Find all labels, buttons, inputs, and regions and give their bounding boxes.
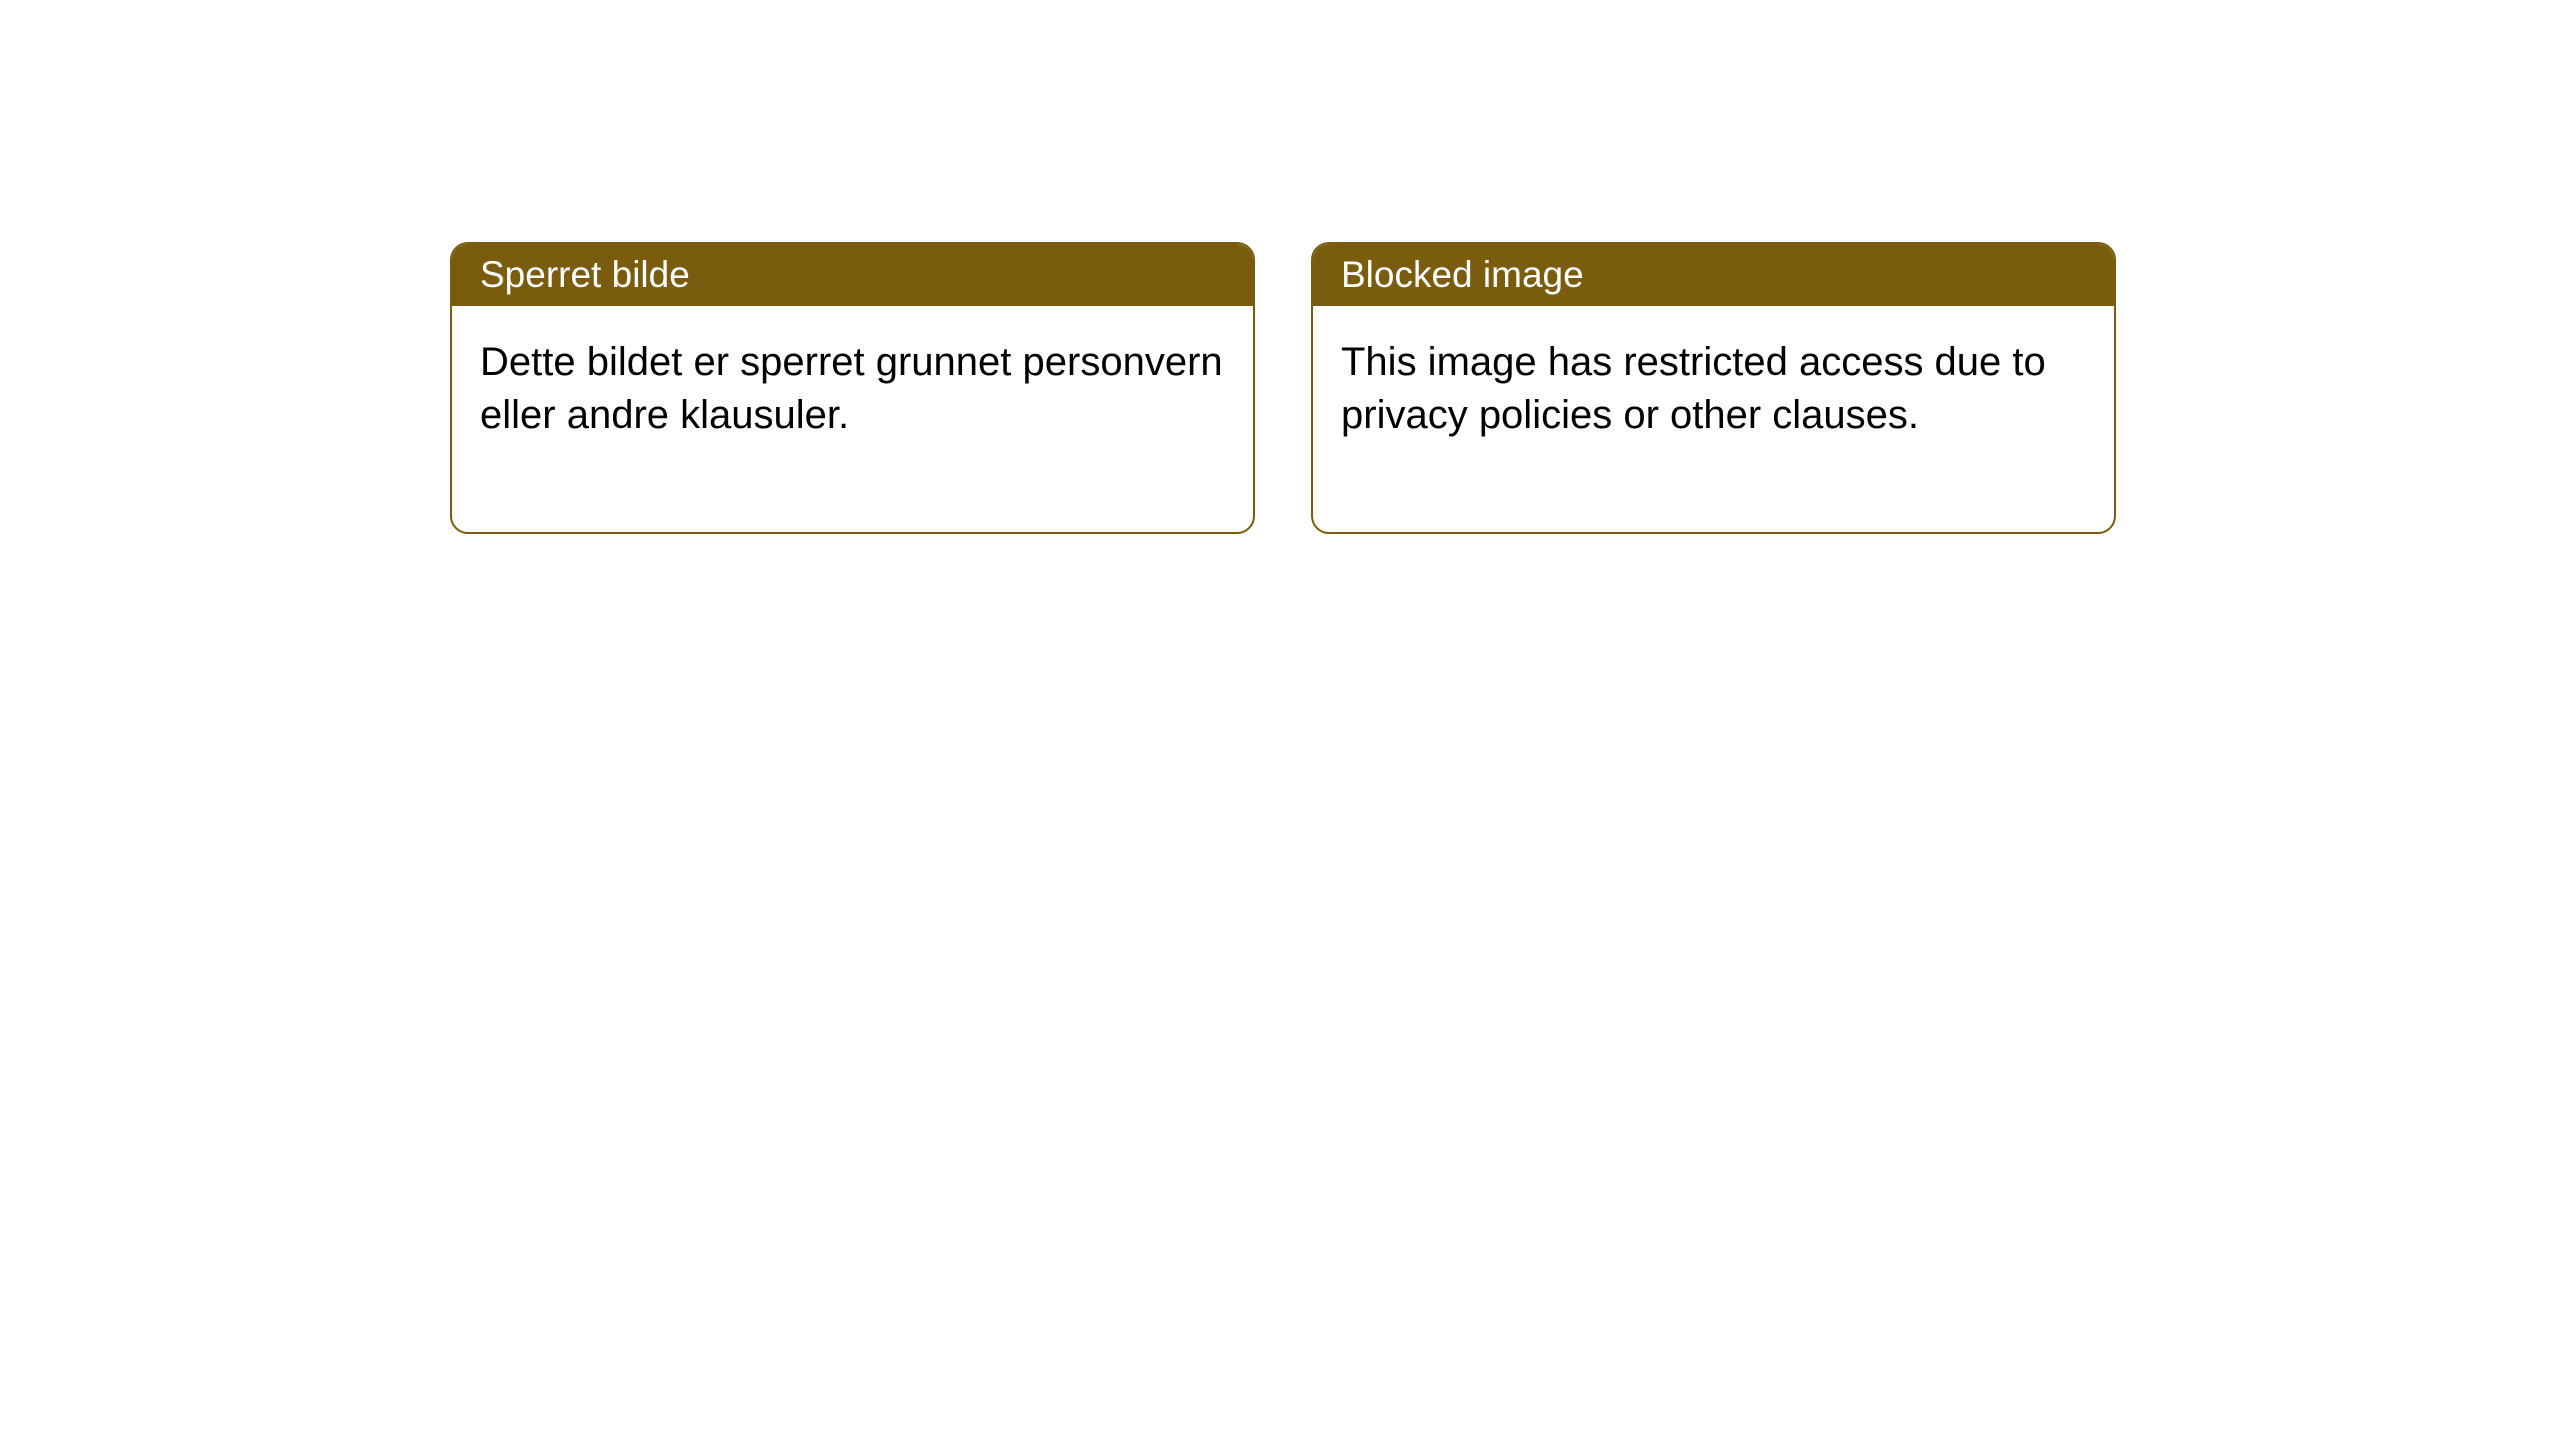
notice-title: Blocked image [1341, 254, 1584, 295]
notice-title: Sperret bilde [480, 254, 690, 295]
notice-body-text: Dette bildet er sperret grunnet personve… [480, 340, 1223, 437]
notice-body: This image has restricted access due to … [1313, 306, 2114, 532]
notice-body: Dette bildet er sperret grunnet personve… [452, 306, 1253, 532]
notice-card-norwegian: Sperret bilde Dette bildet er sperret gr… [450, 242, 1255, 534]
notice-header: Blocked image [1313, 244, 2114, 306]
notice-body-text: This image has restricted access due to … [1341, 340, 2046, 437]
notice-card-english: Blocked image This image has restricted … [1311, 242, 2116, 534]
notice-container: Sperret bilde Dette bildet er sperret gr… [0, 0, 2560, 534]
notice-header: Sperret bilde [452, 244, 1253, 306]
